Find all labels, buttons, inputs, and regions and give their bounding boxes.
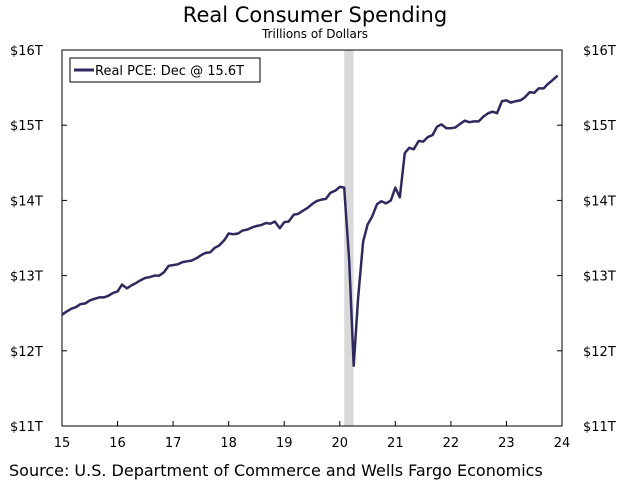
chart-subtitle: Trillions of Dollars bbox=[261, 27, 369, 41]
legend-box bbox=[69, 57, 261, 83]
x-tick-label: 22 bbox=[443, 436, 460, 451]
y-tick-label-left: $13T bbox=[10, 270, 43, 285]
x-tick-label: 17 bbox=[165, 436, 182, 451]
x-tick-label: 19 bbox=[276, 436, 293, 451]
x-tick-label: 21 bbox=[387, 436, 404, 451]
y-tick-label-right: $12T bbox=[583, 345, 616, 360]
y-tick-label-right: $16T bbox=[583, 44, 616, 59]
x-tick-label: 24 bbox=[554, 436, 571, 451]
y-tick-label-left: $12T bbox=[10, 345, 43, 360]
x-tick-label: 20 bbox=[332, 436, 349, 451]
y-tick-label-left: $16T bbox=[10, 44, 43, 59]
legend: Real PCE: Dec @ 15.6T bbox=[69, 57, 261, 83]
x-tick-label: 15 bbox=[54, 436, 71, 451]
plot-frame bbox=[61, 49, 563, 427]
y-tick-label-right: $13T bbox=[583, 270, 616, 285]
x-tick-label: 16 bbox=[109, 436, 126, 451]
y-tick-label-left: $14T bbox=[10, 194, 43, 209]
y-tick-label-left: $11T bbox=[10, 420, 43, 435]
legend-label: Real PCE: Dec @ 15.6T bbox=[95, 64, 244, 79]
series-line-real-pce bbox=[61, 74, 559, 368]
recession-shade bbox=[344, 50, 354, 426]
y-tick-label-left: $15T bbox=[10, 119, 43, 134]
chart-title: Real Consumer Spending bbox=[182, 3, 448, 27]
source-note: Source: U.S. Department of Commerce and … bbox=[9, 461, 543, 480]
y-tick-label-right: $15T bbox=[583, 119, 616, 134]
x-tick-label: 23 bbox=[498, 436, 515, 451]
x-tick-label: 18 bbox=[220, 436, 237, 451]
y-tick-label-right: $14T bbox=[583, 194, 616, 209]
y-tick-label-right: $11T bbox=[583, 420, 616, 435]
